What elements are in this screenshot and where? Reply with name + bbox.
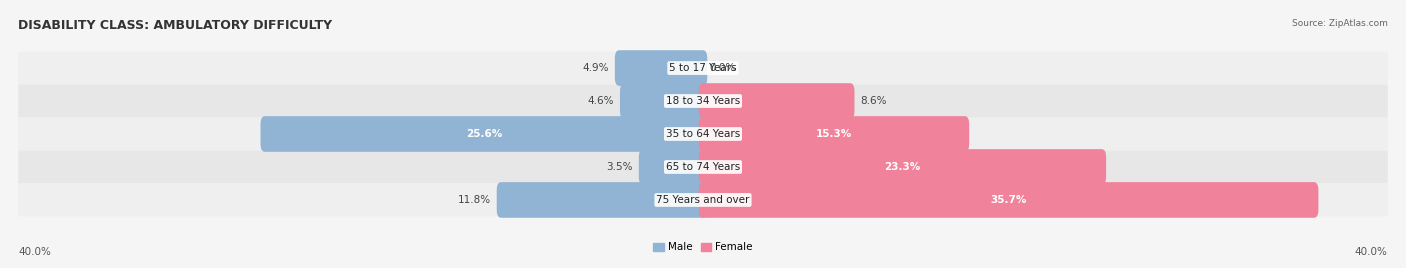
- FancyBboxPatch shape: [18, 184, 1388, 217]
- FancyBboxPatch shape: [496, 182, 707, 218]
- Text: DISABILITY CLASS: AMBULATORY DIFFICULTY: DISABILITY CLASS: AMBULATORY DIFFICULTY: [18, 19, 332, 32]
- Text: 35.7%: 35.7%: [990, 195, 1026, 205]
- FancyBboxPatch shape: [18, 51, 1388, 84]
- FancyBboxPatch shape: [638, 149, 707, 185]
- Text: 23.3%: 23.3%: [884, 162, 921, 172]
- Text: 11.8%: 11.8%: [457, 195, 491, 205]
- Text: 75 Years and over: 75 Years and over: [657, 195, 749, 205]
- FancyBboxPatch shape: [620, 83, 707, 119]
- Legend: Male, Female: Male, Female: [654, 242, 752, 252]
- FancyBboxPatch shape: [18, 151, 1388, 184]
- FancyBboxPatch shape: [614, 50, 707, 86]
- Text: 40.0%: 40.0%: [18, 247, 51, 257]
- FancyBboxPatch shape: [699, 182, 1319, 218]
- Text: 0.0%: 0.0%: [710, 63, 737, 73]
- Text: 4.9%: 4.9%: [582, 63, 609, 73]
- Text: 4.6%: 4.6%: [588, 96, 614, 106]
- Text: Source: ZipAtlas.com: Source: ZipAtlas.com: [1292, 19, 1388, 28]
- Text: 65 to 74 Years: 65 to 74 Years: [666, 162, 740, 172]
- FancyBboxPatch shape: [699, 116, 969, 152]
- Text: 18 to 34 Years: 18 to 34 Years: [666, 96, 740, 106]
- Text: 25.6%: 25.6%: [465, 129, 502, 139]
- Text: 3.5%: 3.5%: [606, 162, 633, 172]
- FancyBboxPatch shape: [699, 83, 855, 119]
- Text: 40.0%: 40.0%: [1355, 247, 1388, 257]
- Text: 8.6%: 8.6%: [860, 96, 887, 106]
- FancyBboxPatch shape: [18, 117, 1388, 151]
- FancyBboxPatch shape: [18, 84, 1388, 117]
- FancyBboxPatch shape: [699, 149, 1107, 185]
- FancyBboxPatch shape: [260, 116, 707, 152]
- Text: 15.3%: 15.3%: [815, 129, 852, 139]
- Text: 35 to 64 Years: 35 to 64 Years: [666, 129, 740, 139]
- Text: 5 to 17 Years: 5 to 17 Years: [669, 63, 737, 73]
